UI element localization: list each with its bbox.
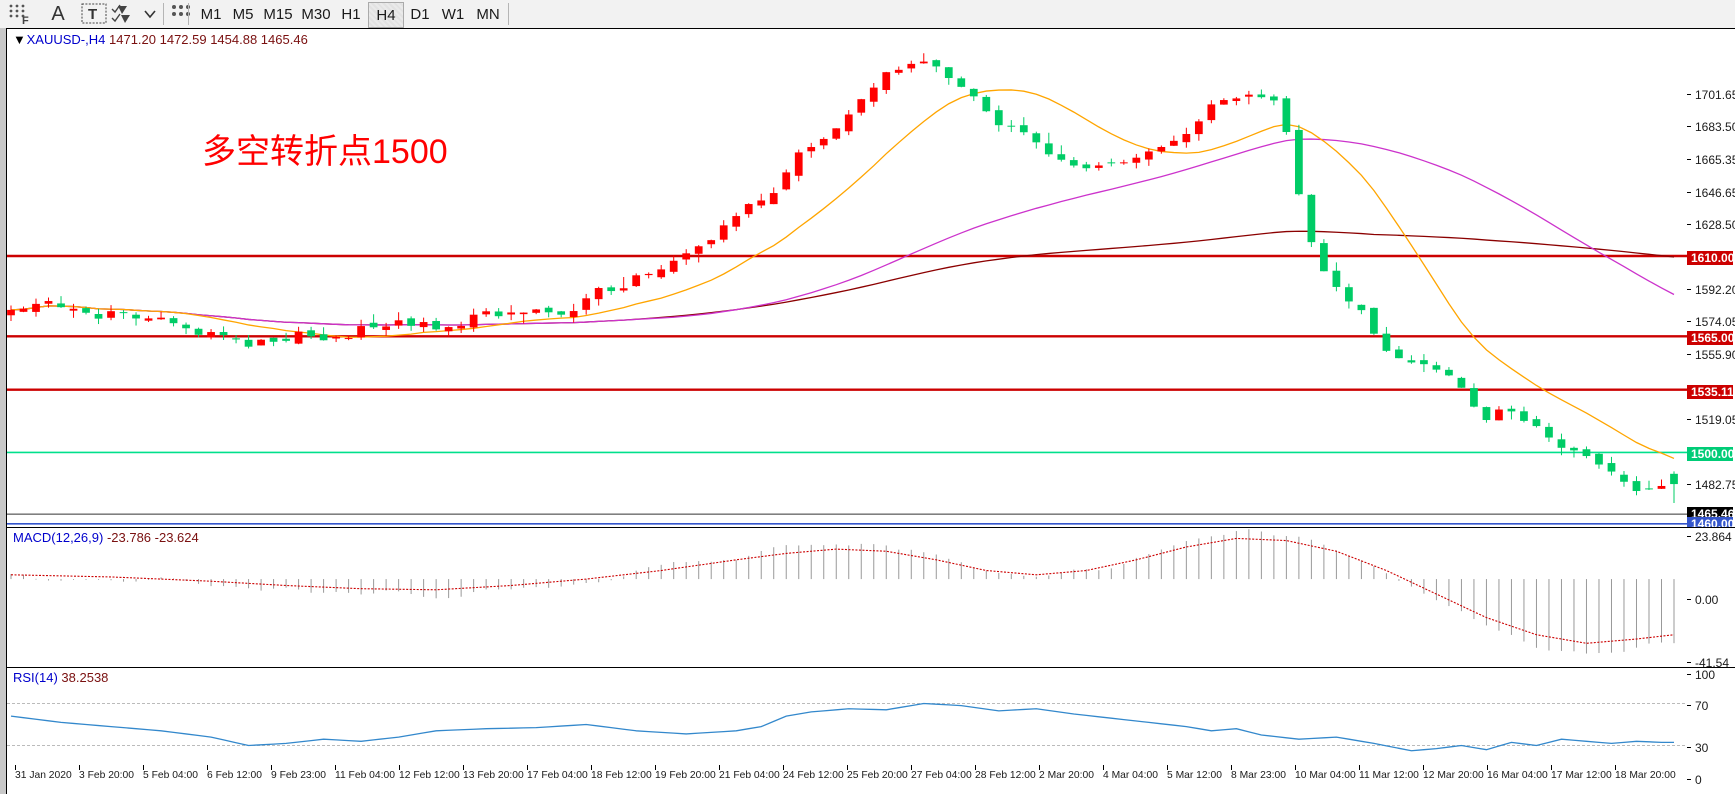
svg-text:T: T <box>88 6 97 23</box>
svg-text:F: F <box>22 15 29 25</box>
